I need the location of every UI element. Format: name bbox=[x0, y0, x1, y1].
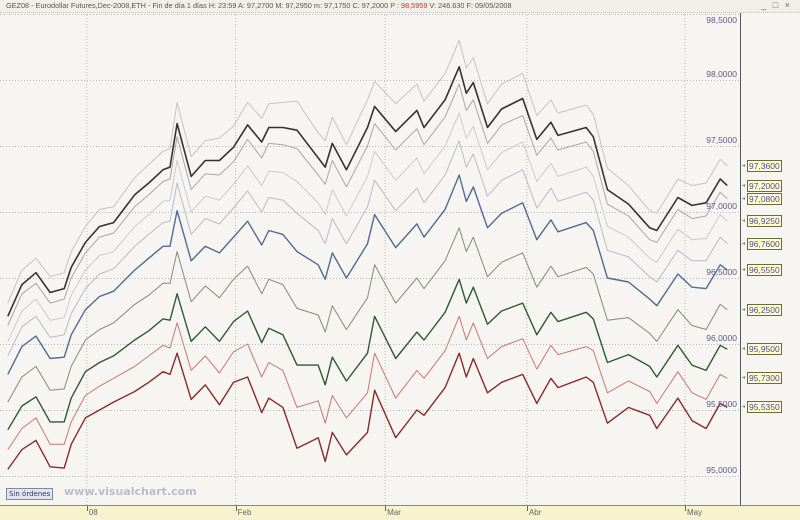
series-line-9 bbox=[7, 352, 728, 470]
y-tick-label: 96,0000 bbox=[706, 333, 737, 343]
last-price-tag: 96,9250 bbox=[742, 215, 782, 228]
last-price-tag: 95,7300 bbox=[742, 372, 782, 385]
last-price-tag: 97,0800 bbox=[742, 192, 782, 205]
y-tick-label: 98,5000 bbox=[706, 15, 737, 25]
window-controls[interactable]: _ □ × bbox=[761, 0, 792, 11]
x-tick-label: 08 bbox=[88, 508, 98, 517]
series-line-5 bbox=[7, 174, 728, 375]
symbol-info: GEZ08 - Eurodollar Futures,Dec-2008,ETH … bbox=[6, 1, 207, 10]
x-tick-label: Mar bbox=[387, 508, 401, 517]
last-price-tag: 96,7600 bbox=[742, 237, 782, 250]
series-line-3 bbox=[7, 112, 728, 342]
p-value: P : 98,5959 bbox=[390, 1, 428, 10]
x-tick-label: May bbox=[686, 508, 703, 517]
last-price-tag: 96,2500 bbox=[742, 303, 782, 316]
time-axis: 08 Feb Mar Abr May bbox=[0, 505, 800, 520]
volume-value: V: 246.630 bbox=[429, 1, 465, 10]
close-value: C: 97,2000 bbox=[352, 1, 389, 10]
y-tick-label: 98,0000 bbox=[706, 69, 737, 79]
x-tick-mark bbox=[526, 506, 528, 511]
high-value: M: 97,2950 bbox=[275, 1, 312, 10]
x-tick-label: Abr bbox=[528, 508, 542, 517]
x-tick-mark bbox=[235, 506, 237, 511]
time-value: H: 23:59 bbox=[208, 1, 237, 10]
y-tick-label: 97,5000 bbox=[706, 135, 737, 145]
series-line-0 bbox=[7, 39, 728, 304]
series-lines bbox=[7, 39, 728, 470]
x-tick-label: Feb bbox=[237, 508, 252, 517]
y-tick-label: 95,0000 bbox=[706, 465, 737, 475]
last-price-tag: 95,9500 bbox=[742, 343, 782, 356]
x-tick-mark bbox=[684, 506, 686, 511]
series-line-1 bbox=[7, 66, 728, 317]
last-price-tag: 95,5350 bbox=[742, 401, 782, 414]
x-tick-mark bbox=[385, 506, 387, 511]
last-price-tag: 96,5550 bbox=[742, 264, 782, 277]
last-price-tag: 97,3600 bbox=[742, 159, 782, 172]
y-tick-label: 96,5000 bbox=[706, 267, 737, 277]
series-line-8 bbox=[7, 315, 728, 450]
series-line-7 bbox=[7, 278, 728, 431]
grid bbox=[0, 0, 740, 505]
x-tick-mark bbox=[86, 506, 88, 511]
orders-button[interactable]: Sin órdenes bbox=[6, 488, 54, 500]
chart-title-bar: GEZ08 - Eurodollar Futures,Dec-2008,ETH … bbox=[0, 0, 800, 13]
low-value: m: 97,1750 bbox=[313, 1, 351, 10]
watermark: www.visualchart.com bbox=[64, 485, 197, 498]
date-value: F: 09/05/2008 bbox=[466, 1, 512, 10]
y-tick-label: 95,5000 bbox=[706, 399, 737, 409]
series-line-4 bbox=[7, 140, 728, 357]
last-price-tag: 97,2000 bbox=[742, 179, 782, 192]
y-tick-label: 97,0000 bbox=[706, 201, 737, 211]
series-line-2 bbox=[7, 83, 728, 326]
open-value: A: 97,2700 bbox=[238, 1, 274, 10]
series-line-6 bbox=[7, 227, 728, 403]
